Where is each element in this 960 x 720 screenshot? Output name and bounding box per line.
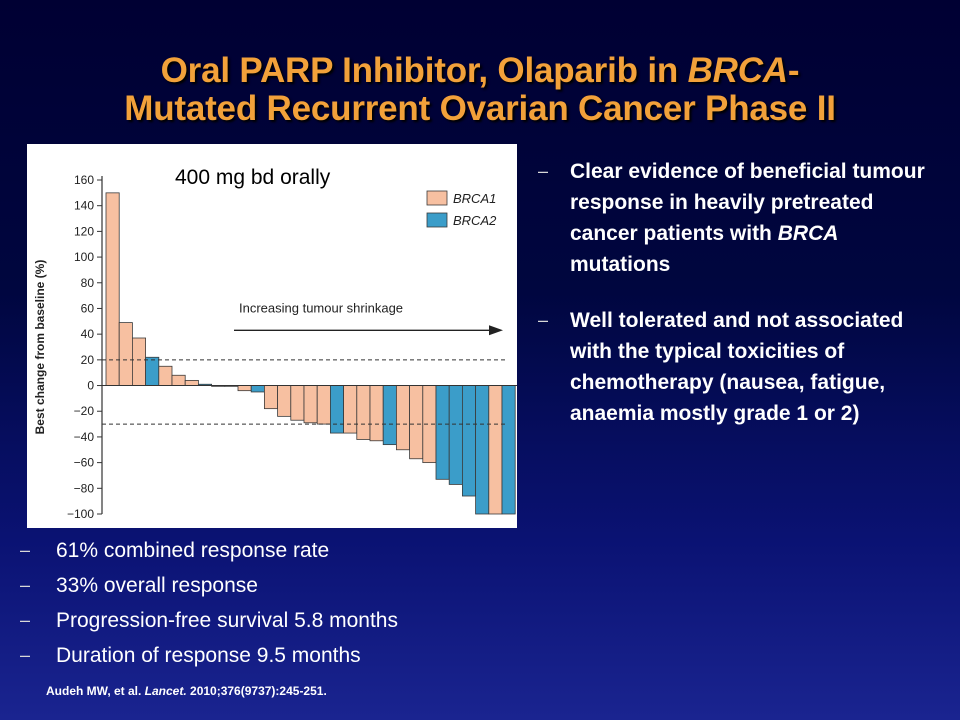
bar-brca1 — [343, 385, 358, 434]
bar-brca1 — [290, 385, 305, 421]
y-tick-label: 60 — [81, 301, 95, 315]
bar-brca2 — [461, 385, 476, 497]
legend-label-brca1: BRCA1 — [453, 191, 496, 206]
bar-brca2 — [382, 385, 397, 446]
bar-brca1 — [171, 374, 186, 386]
bar-brca2 — [501, 385, 516, 515]
left-bullet-1: –61% combined response rate — [20, 533, 520, 568]
bar-brca2 — [448, 385, 463, 485]
chart-canvas: Best change from baseline (%) 160 140 120 10… — [33, 173, 517, 521]
y-tick-label: 0 — [87, 379, 94, 393]
bar-brca1 — [158, 365, 173, 386]
legend-swatch-brca2 — [426, 212, 448, 228]
bar-brca1 — [488, 385, 503, 515]
bullet-dash: – — [20, 540, 31, 560]
bar-brca1 — [105, 192, 120, 386]
y-tick-label: −40 — [74, 430, 95, 444]
y-tick-label: −80 — [74, 481, 95, 495]
left-bullet-4: – Duration of response 9.5 months — [20, 638, 520, 673]
citation: Audeh MW, et al. Lancet. 2010;376(9737):… — [46, 684, 327, 698]
shrinkage-annotation: Increasing tumour shrinkage — [239, 300, 403, 315]
dose-label: 400 mg bd orally — [175, 166, 331, 189]
slide-title: Oral PARP Inhibitor, Olaparib in BRCA- M… — [0, 52, 960, 128]
bar-brca1 — [369, 385, 384, 442]
y-tick-label: 160 — [74, 173, 94, 187]
bar-brca2 — [475, 385, 490, 515]
bar-brca1 — [184, 379, 199, 386]
y-tick-label: 20 — [81, 353, 95, 367]
bar-brca2 — [329, 385, 344, 434]
bullet-dash: – — [20, 610, 31, 630]
y-tick-label: −100 — [67, 507, 94, 521]
bar-brca1 — [316, 385, 331, 425]
bar-brca1 — [356, 385, 371, 440]
left-bullet-2: –33% overall response — [20, 568, 520, 603]
right-bullet-1: – Clear evidence of beneficial tumour re… — [538, 156, 943, 280]
y-tick-label: 40 — [81, 327, 95, 341]
title-line-2: Mutated Recurrent Ovarian Cancer Phase I… — [124, 89, 836, 128]
y-tick-label: −20 — [74, 404, 95, 418]
bar-brca1 — [263, 385, 278, 410]
y-axis-label: Best change from baseline (%) — [33, 260, 47, 435]
bar-brca1 — [237, 385, 252, 392]
legend-label-brca2: BRCA2 — [453, 213, 497, 228]
bar-brca2 — [250, 385, 265, 393]
bar-brca2 — [435, 385, 450, 480]
bullet-dash: – — [538, 310, 549, 330]
bar-brca1 — [303, 385, 318, 424]
bar-brca1 — [395, 385, 410, 451]
waterfall-chart: Best change from baseline (%) 160 140 120 10… — [27, 144, 517, 528]
bar-brca2 — [145, 356, 160, 386]
left-bullet-3: – Progression-free survival 5.8 months — [20, 603, 520, 638]
y-tick-label: 140 — [74, 199, 94, 213]
shrinkage-arrow-head — [489, 325, 503, 336]
legend-swatch-brca1 — [426, 190, 448, 206]
bar-brca1 — [118, 322, 133, 386]
title-line-1: Oral PARP Inhibitor, Olaparib in BRCA- — [160, 51, 800, 90]
bar-brca1 — [277, 385, 292, 417]
bar-brca1 — [132, 337, 147, 386]
y-tick-label: 100 — [74, 250, 94, 264]
y-tick-label: 80 — [81, 276, 95, 290]
right-bullet-list: – Clear evidence of beneficial tumour re… — [538, 156, 943, 454]
bar-brca1 — [409, 385, 424, 460]
y-tick-label: 120 — [74, 224, 94, 238]
left-bullet-list: –61% combined response rate –33% overall… — [20, 533, 520, 673]
y-tick-label: −60 — [74, 456, 95, 470]
bullet-dash: – — [20, 645, 31, 665]
bullet-dash: – — [20, 575, 31, 595]
bullet-dash: – — [538, 161, 549, 181]
right-bullet-2: – Well tolerated and not associated with… — [538, 305, 943, 429]
